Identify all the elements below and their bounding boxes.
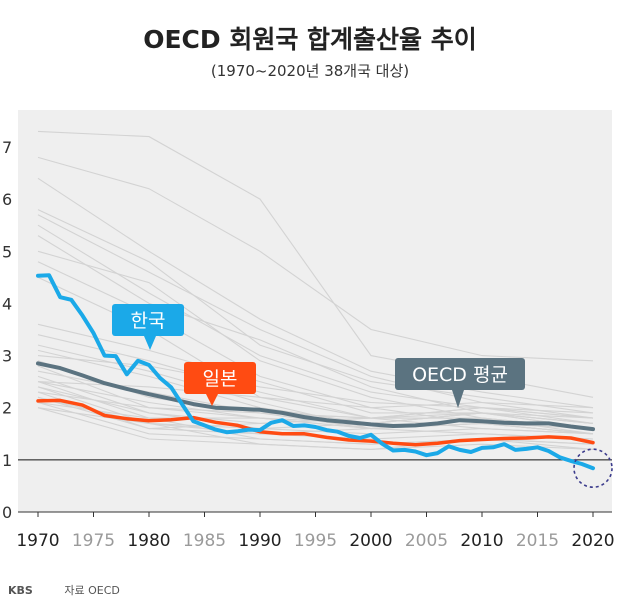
y-tick-label: 4 bbox=[2, 294, 12, 313]
country-line bbox=[37, 355, 594, 414]
x-tick-label: 2000 bbox=[349, 531, 392, 551]
y-tick-label: 6 bbox=[2, 190, 12, 209]
x-tick-label: 1970 bbox=[16, 531, 59, 551]
country-line bbox=[37, 224, 594, 424]
callout-box bbox=[112, 304, 184, 336]
y-tick-label: 2 bbox=[2, 399, 12, 418]
country-line bbox=[37, 177, 594, 409]
x-tick-label: 2015 bbox=[516, 531, 559, 551]
highlight-circle bbox=[573, 448, 613, 489]
x-tick-label: 2010 bbox=[460, 531, 503, 551]
chart-subtitle: (1970~2020년 38개국 대상) bbox=[210, 62, 410, 80]
callout-pointer bbox=[452, 390, 464, 408]
y-tick-label: 0 bbox=[2, 503, 12, 522]
y-tick-label: 5 bbox=[2, 242, 12, 261]
country-line bbox=[37, 214, 594, 419]
kbs-logo: KBS bbox=[8, 584, 33, 597]
plot-background bbox=[18, 110, 612, 512]
x-tick-label: 2005 bbox=[405, 531, 448, 551]
callout-pointer bbox=[144, 336, 156, 350]
callout-korea: 한국 bbox=[112, 304, 184, 350]
country-line bbox=[37, 396, 594, 430]
x-tick-label: 1975 bbox=[72, 531, 115, 551]
callout-label: 한국 bbox=[131, 310, 166, 332]
x-tick-label: 2020 bbox=[571, 531, 614, 551]
y-tick-label: 1 bbox=[2, 451, 12, 470]
x-tick-label: 1980 bbox=[127, 531, 170, 551]
country-line bbox=[37, 156, 594, 362]
x-tick-label: 1990 bbox=[238, 531, 281, 551]
footer: KBS 자료 OECD bbox=[8, 582, 120, 598]
x-tick-label: 1985 bbox=[183, 531, 226, 551]
callout-label: OECD 평균 bbox=[412, 364, 508, 386]
series-line-korea bbox=[36, 273, 595, 471]
y-tick-label: 7 bbox=[2, 138, 12, 157]
series-line-oecd_avg bbox=[36, 361, 595, 432]
chart-title: OECD 회원국 합계출산율 추이 bbox=[143, 25, 477, 54]
series-line-japan bbox=[36, 398, 595, 447]
callout-label: 일본 bbox=[203, 368, 238, 390]
country-line bbox=[37, 381, 594, 409]
callout-japan: 일본 bbox=[184, 362, 256, 406]
x-tick-label: 1995 bbox=[294, 531, 337, 551]
callout-box bbox=[395, 358, 525, 390]
y-tick-label: 3 bbox=[2, 347, 12, 366]
callout-oecd_avg: OECD 평균 bbox=[395, 358, 525, 408]
country-line bbox=[37, 323, 594, 419]
callout-pointer bbox=[206, 394, 218, 406]
callout-box bbox=[184, 362, 256, 394]
source-label: 자료 OECD bbox=[64, 584, 120, 597]
